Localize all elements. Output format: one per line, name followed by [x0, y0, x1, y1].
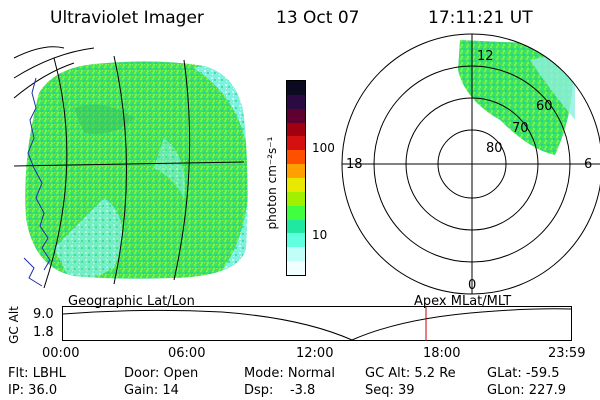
colorbar-segment [287, 122, 305, 137]
mlt-label-6: 6 [584, 157, 592, 172]
timeline-xtick-0000: 00:00 [42, 346, 80, 361]
colorbar-segment [287, 108, 305, 123]
colorbar-segment [287, 81, 305, 95]
timeline-plot [62, 306, 572, 341]
timeline-ytick-9: 9.0 [33, 307, 54, 322]
date-label: 13 Oct 07 [276, 8, 360, 28]
colorbar-segment [287, 191, 305, 206]
colorbar-segment [287, 261, 305, 276]
timeline-ytick-1-8: 1.8 [33, 325, 54, 340]
colorbar-segment [287, 150, 305, 165]
lat-label-60: 60 [536, 99, 553, 114]
colorbar-tick-100: 100 [312, 141, 335, 155]
mlt-label-0: 0 [468, 278, 476, 293]
colorbar-segment [287, 247, 305, 262]
status-dsp: Dsp: -3.8 [244, 383, 316, 398]
colorbar-unit-label: photon cm⁻²s⁻¹ [265, 136, 279, 230]
timeline-xtick-1200: 12:00 [296, 346, 334, 361]
status-ip: IP: 36.0 [8, 383, 58, 398]
colorbar-segment [287, 178, 305, 192]
status-gc-alt: GC Alt: 5.2 Re [365, 366, 456, 381]
timeline-xtick-0600: 06:00 [168, 346, 206, 361]
mlt-label-18: 18 [346, 157, 363, 172]
status-seq: Seq: 39 [365, 383, 415, 398]
time-label: 17:11:21 UT [428, 8, 533, 28]
instrument-title: Ultraviolet Imager [50, 8, 204, 28]
status-glon: GLon: 227.9 [487, 383, 567, 398]
colorbar-segment [287, 164, 305, 179]
timeline-xtick-2359: 23:59 [548, 346, 586, 361]
timeline-xtick-1800: 18:00 [423, 346, 461, 361]
polar-plot: 12 18 6 0 80 70 60 [341, 33, 600, 295]
colorbar-segment [287, 136, 305, 151]
status-mode: Mode: Normal [244, 366, 335, 381]
geographic-image-panel [13, 46, 248, 289]
timeline-axis-label: GC Alt [7, 306, 21, 344]
colorbar-segment [287, 233, 305, 248]
colorbar-segment [287, 94, 305, 109]
status-glat: GLat: -59.5 [487, 366, 560, 381]
mlt-label-12: 12 [477, 49, 494, 64]
status-gain: Gain: 14 [124, 383, 179, 398]
colorbar-segment [287, 205, 305, 220]
lat-label-80: 80 [486, 141, 503, 156]
status-door: Door: Open [124, 366, 199, 381]
colorbar [286, 80, 306, 276]
lat-label-70: 70 [512, 121, 529, 136]
geographic-caption: Geographic Lat/Lon [68, 294, 195, 309]
apex-caption: Apex MLat/MLT [414, 294, 512, 309]
status-filter: Flt: LBHL [8, 366, 66, 381]
colorbar-segment [287, 219, 305, 234]
colorbar-tick-10: 10 [312, 228, 328, 242]
